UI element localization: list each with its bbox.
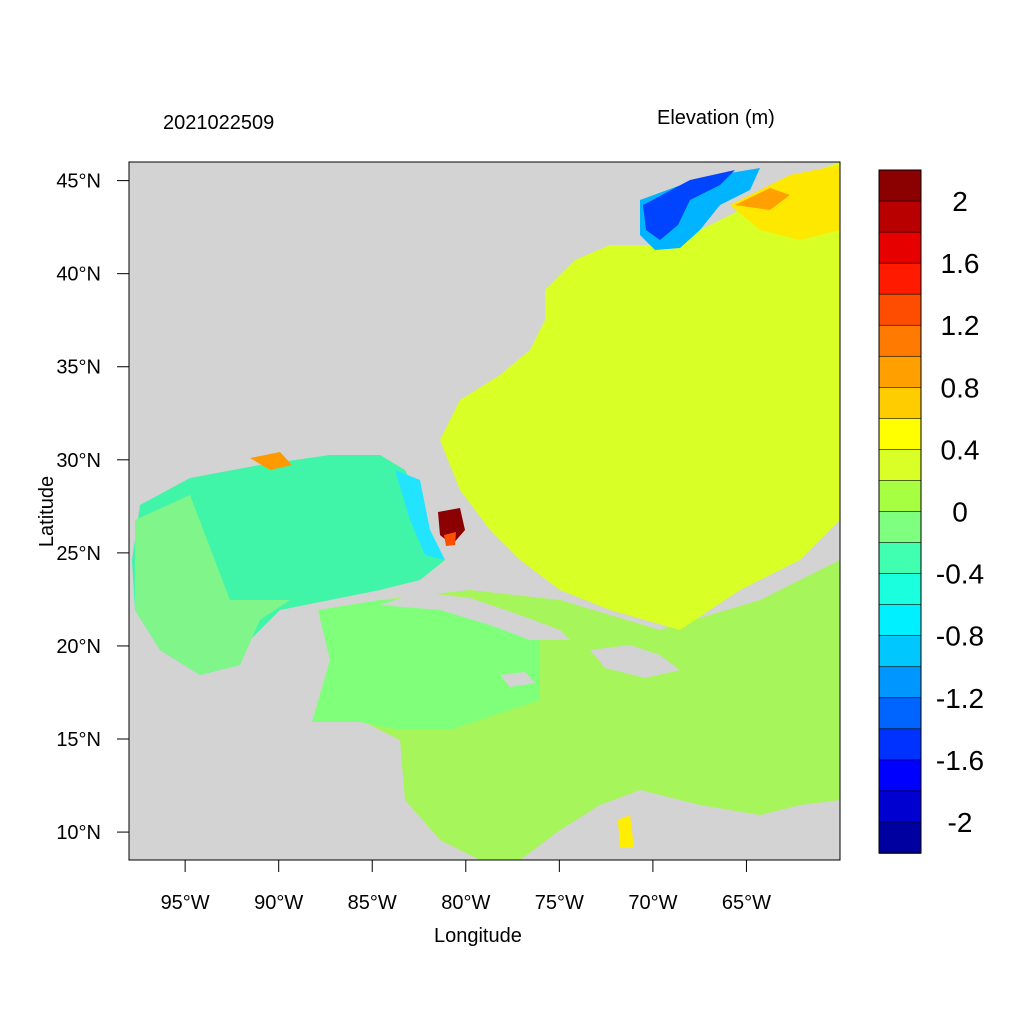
x-tick-label: 90°W	[254, 892, 303, 914]
colorbar-tick-label: 0.8	[941, 372, 980, 403]
gulf-of-mexico-west	[135, 495, 290, 675]
colorbar-tick-label: -1.6	[936, 745, 984, 776]
western-caribbean	[312, 600, 540, 730]
colorbar-tick-label: 0.4	[941, 434, 980, 465]
x-tick-label: 95°W	[161, 892, 210, 914]
colorbar-tick-label: -2	[948, 807, 973, 838]
x-tick-label: 75°W	[535, 892, 584, 914]
colorbar-tick-label: 1.2	[941, 310, 980, 341]
colorbar-frame	[878, 169, 922, 854]
colorbar-swatch	[878, 449, 922, 482]
map-plot-area	[129, 162, 840, 860]
colorbar-tick-label: -0.4	[936, 559, 984, 590]
nova-scotia-patch	[735, 188, 790, 210]
x-axis-ticks: 95°W 90°W 85°W 80°W 75°W 70°W 65°W	[161, 860, 771, 914]
cuba	[380, 592, 570, 640]
colorbar-swatch	[878, 821, 922, 854]
colorbar-swatch	[878, 293, 922, 327]
y-axis-ticks: 45°N 40°N 35°N 30°N 25°N 20°N 15°N 10°N	[56, 171, 129, 844]
colorbar-swatch	[878, 542, 922, 575]
colorbar-swatch	[878, 697, 922, 730]
colorbar-swatch	[878, 418, 922, 451]
colorbar-tick-label: 1.6	[941, 248, 980, 279]
colorbar-swatch	[878, 759, 922, 792]
colorbar-swatch	[878, 604, 922, 637]
plot-frame	[128, 161, 841, 861]
northeast-shelf	[730, 165, 840, 240]
lake-maracaibo	[618, 815, 634, 848]
colorbar-swatch	[878, 511, 922, 544]
colorbar-tick-label: 2	[952, 186, 968, 217]
x-tick-label: 85°W	[348, 892, 397, 914]
south-america	[520, 790, 840, 860]
y-tick-label: 25°N	[56, 543, 101, 565]
x-tick-label: 70°W	[628, 892, 677, 914]
colorbar-swatch	[878, 355, 922, 389]
colorbar-swatch	[878, 200, 922, 233]
colorbar-swatch	[878, 728, 922, 761]
hispaniola	[590, 645, 680, 678]
colorbar-swatch	[878, 231, 922, 264]
x-tick-label: 65°W	[722, 892, 771, 914]
west-florida-shelf	[395, 470, 445, 560]
x-axis-label: Longitude	[434, 925, 522, 947]
y-tick-label: 10°N	[56, 822, 101, 844]
y-tick-label: 30°N	[56, 450, 101, 472]
colorbar-tick-label: 0	[952, 497, 968, 528]
colorbar-tick-label: -0.8	[936, 621, 984, 652]
colorbar-swatch	[878, 573, 922, 606]
colorbar-swatch	[878, 262, 922, 295]
atlantic-ocean	[440, 162, 840, 630]
y-tick-label: 35°N	[56, 357, 101, 379]
colorbar-swatch	[878, 790, 922, 823]
map-variable-title: Elevation (m)	[657, 107, 775, 129]
colorbar-swatch	[878, 324, 922, 358]
y-tick-label: 20°N	[56, 636, 101, 658]
map-timestamp-title: 2021022509	[163, 112, 275, 134]
colorbar-tick-label: -1.2	[936, 683, 984, 714]
y-tick-label: 40°N	[56, 264, 101, 286]
y-tick-label: 45°N	[56, 171, 101, 193]
florida-keys-patch	[444, 532, 456, 546]
gulf-of-maine-deep	[643, 170, 735, 240]
colorbar-labels: 2 1.6 1.2 0.8 0.4 0 -0.4 -0.8 -1.2 -1.6 -2	[936, 186, 984, 838]
colorbar-swatch	[878, 635, 922, 668]
jamaica	[500, 672, 535, 687]
x-tick-label: 80°W	[441, 892, 490, 914]
colorbar-swatch	[878, 169, 922, 202]
colorbar-swatch	[878, 387, 922, 420]
colorbar	[878, 169, 922, 854]
louisiana-coast	[250, 452, 292, 470]
colorbar-swatch	[878, 480, 922, 513]
y-tick-label: 15°N	[56, 729, 101, 751]
colorbar-swatch	[878, 666, 922, 699]
